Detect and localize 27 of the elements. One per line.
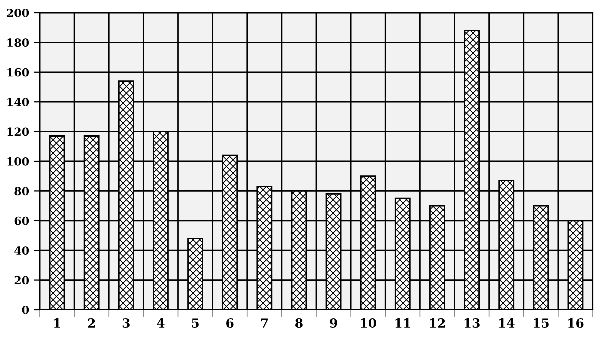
x-tick-label: 2 <box>88 318 96 328</box>
x-tick-label: 14 <box>499 318 515 328</box>
y-tick-label: 60 <box>14 216 30 226</box>
x-tick-label: 13 <box>464 318 480 328</box>
x-tick-label: 5 <box>192 318 199 328</box>
x-tick-label: 9 <box>330 318 338 328</box>
y-tick-label: 180 <box>8 38 30 48</box>
y-tick-label: 120 <box>8 128 30 136</box>
y-tick-label: 140 <box>8 98 30 106</box>
x-tick-label: 10 <box>361 318 376 328</box>
x-tick-label: 4 <box>157 318 165 328</box>
y-tick-label: 100 <box>8 157 30 166</box>
x-tick-label: 16 <box>568 318 584 328</box>
x-tick-label: 12 <box>430 318 446 328</box>
x-tick-label: 8 <box>296 318 303 328</box>
y-tick-label: 160 <box>8 68 30 77</box>
x-tick-label: 1 <box>54 318 60 328</box>
x-tick-label: 3 <box>122 318 130 328</box>
y-tick-label: 0 <box>22 306 30 314</box>
y-tick-label: 40 <box>14 246 30 255</box>
x-tick-label: 15 <box>534 318 549 328</box>
y-tick-label: 200 <box>7 8 30 18</box>
x-tick-label: 7 <box>261 318 268 328</box>
y-tick-label: 80 <box>14 187 30 196</box>
x-tick-label: 6 <box>226 318 234 328</box>
y-tick-label: 20 <box>14 276 30 285</box>
x-tick-label: 11 <box>396 318 410 328</box>
